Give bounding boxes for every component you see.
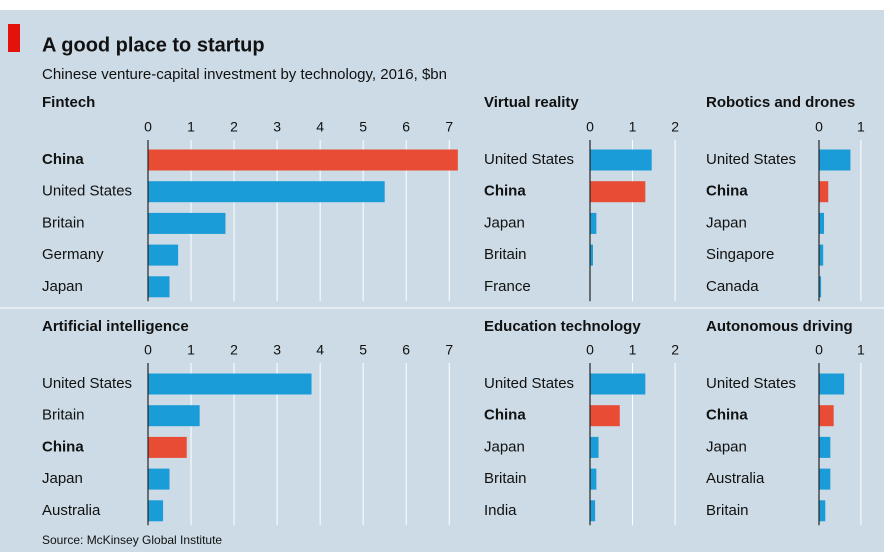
y-tick-label: United States	[706, 375, 796, 392]
x-tick-label: 2	[671, 119, 679, 135]
y-tick-label: India	[484, 502, 517, 519]
panel-title: Virtual reality	[484, 94, 579, 111]
y-tick-label: China	[42, 151, 84, 168]
panel-title: Artificial intelligence	[42, 318, 189, 335]
bar	[590, 405, 620, 427]
x-tick-label: 0	[815, 342, 823, 358]
y-tick-label: Australia	[706, 470, 765, 487]
x-tick-label: 0	[815, 119, 823, 135]
x-tick-label: 2	[230, 119, 238, 135]
y-tick-label: United States	[706, 151, 796, 168]
x-tick-label: 3	[273, 342, 281, 358]
y-tick-label: Britain	[484, 470, 527, 487]
x-tick-label: 5	[359, 119, 367, 135]
x-tick-label: 0	[586, 342, 594, 358]
y-tick-label: China	[706, 183, 748, 200]
y-tick-label: Japan	[484, 214, 525, 231]
bar	[590, 436, 599, 458]
y-tick-label: Japan	[42, 470, 83, 487]
x-tick-label: 4	[316, 119, 324, 135]
y-tick-label: Britain	[42, 407, 85, 424]
panel-title: Fintech	[42, 94, 95, 111]
y-tick-label: China	[42, 438, 84, 455]
x-tick-label: 1	[187, 119, 195, 135]
y-tick-label: Canada	[706, 278, 759, 295]
y-tick-label: China	[706, 407, 748, 424]
x-tick-label: 3	[273, 119, 281, 135]
bar	[148, 500, 164, 522]
y-tick-label: Japan	[42, 278, 83, 295]
bar	[148, 149, 458, 171]
x-tick-label: 2	[671, 342, 679, 358]
y-tick-label: Germany	[42, 246, 104, 263]
x-tick-label: 2	[230, 342, 238, 358]
bar	[590, 468, 597, 490]
y-tick-label: China	[484, 183, 526, 200]
y-tick-label: United States	[484, 151, 574, 168]
x-tick-label: 7	[445, 342, 453, 358]
x-tick-label: 7	[445, 119, 453, 135]
bar	[819, 276, 822, 298]
bar	[819, 500, 826, 522]
bar	[590, 373, 646, 395]
x-tick-label: 0	[586, 119, 594, 135]
bar	[590, 212, 597, 234]
bar	[148, 212, 226, 234]
y-tick-label: France	[484, 278, 531, 295]
bar	[819, 212, 825, 234]
bar	[148, 276, 170, 298]
panel-title: Autonomous driving	[706, 318, 853, 335]
y-tick-label: China	[484, 407, 526, 424]
bar	[590, 244, 593, 266]
x-tick-label: 1	[629, 342, 637, 358]
subtitle: Chinese venture-capital investment by te…	[42, 66, 447, 83]
x-tick-label: 1	[187, 342, 195, 358]
bar	[148, 405, 200, 427]
y-tick-label: Japan	[484, 438, 525, 455]
x-tick-label: 6	[402, 119, 410, 135]
bar	[148, 244, 179, 266]
bar	[819, 373, 845, 395]
red-tag	[8, 24, 20, 52]
x-tick-label: 1	[857, 342, 865, 358]
bar	[819, 244, 824, 266]
x-tick-label: 1	[857, 119, 865, 135]
x-tick-label: 0	[144, 119, 152, 135]
bar	[148, 181, 385, 203]
y-tick-label: Japan	[706, 214, 747, 231]
bar	[590, 500, 596, 522]
bar	[819, 149, 851, 171]
y-tick-label: United States	[484, 375, 574, 392]
y-tick-label: Britain	[42, 214, 85, 231]
top-strip	[0, 0, 884, 10]
y-tick-label: Australia	[42, 502, 101, 519]
bar	[148, 373, 312, 395]
x-tick-label: 5	[359, 342, 367, 358]
y-tick-label: Britain	[706, 502, 749, 519]
bar	[590, 149, 652, 171]
y-tick-label: United States	[42, 375, 132, 392]
x-tick-label: 0	[144, 342, 152, 358]
bar	[819, 405, 834, 427]
y-tick-label: Singapore	[706, 246, 774, 263]
y-tick-label: United States	[42, 183, 132, 200]
source: Source: McKinsey Global Institute	[42, 533, 222, 547]
bar	[819, 468, 831, 490]
title: A good place to startup	[42, 34, 265, 56]
y-tick-label: Britain	[484, 246, 527, 263]
panel-title: Robotics and drones	[706, 94, 855, 111]
bar	[819, 181, 829, 203]
bar	[148, 468, 170, 490]
panel-title: Education technology	[484, 318, 641, 335]
y-tick-label: Japan	[706, 438, 747, 455]
bar	[590, 181, 646, 203]
x-tick-label: 6	[402, 342, 410, 358]
bar	[148, 436, 187, 458]
x-tick-label: 4	[316, 342, 324, 358]
bar	[819, 436, 831, 458]
x-tick-label: 1	[629, 119, 637, 135]
